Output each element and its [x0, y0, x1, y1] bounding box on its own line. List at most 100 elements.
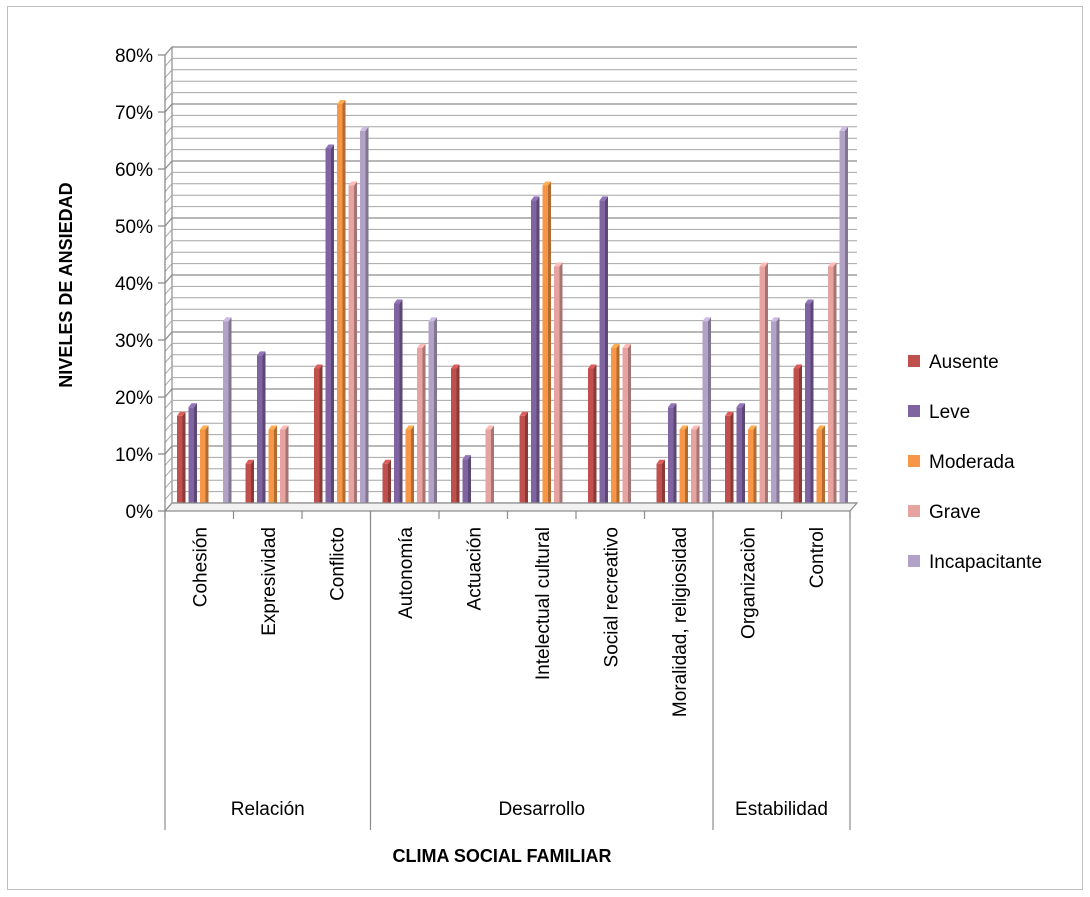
- minor-gridline: [164, 206, 857, 215]
- bar-top-face: [691, 425, 700, 430]
- bar-top-face: [736, 403, 745, 408]
- bar: [679, 425, 688, 511]
- bar: [177, 411, 186, 511]
- bar-top-face: [759, 262, 768, 267]
- y-tick-label: 50%: [115, 217, 153, 238]
- bar: [360, 126, 369, 511]
- bar-front-face: [531, 200, 537, 511]
- minor-gridline: [164, 377, 857, 386]
- minor-gridline: [164, 411, 857, 421]
- bar-front-face: [656, 463, 662, 511]
- minor-gridline: [164, 342, 857, 352]
- bar-front-face: [816, 429, 822, 511]
- bar-front-face: [325, 148, 331, 512]
- bar-front-face: [177, 415, 183, 511]
- bar: [451, 364, 460, 511]
- major-gridline: [164, 160, 857, 170]
- bar-front-face: [611, 347, 617, 511]
- bar-side-face: [730, 411, 734, 511]
- bar-front-face: [736, 407, 742, 511]
- bar-side-face: [616, 343, 620, 511]
- bar-side-face: [685, 425, 688, 511]
- bar-side-face: [251, 459, 254, 511]
- bar-top-face: [394, 299, 403, 304]
- bar-side-face: [285, 425, 289, 511]
- bar-front-face: [428, 321, 434, 511]
- legend-item: Grave: [908, 502, 981, 523]
- bar-top-face: [325, 144, 334, 149]
- bar-front-face: [417, 347, 423, 511]
- bar-top-face: [200, 425, 209, 430]
- legend-swatch: [908, 555, 920, 567]
- minor-gridline: [164, 69, 857, 79]
- legend-item: Moderada: [908, 452, 1015, 473]
- bars: [177, 100, 848, 512]
- minor-gridline: [164, 240, 857, 250]
- y-tick-label: 40%: [115, 274, 153, 295]
- bar: [702, 317, 711, 511]
- minor-gridline: [164, 137, 857, 147]
- bar: [805, 299, 814, 511]
- bar-front-face: [588, 368, 594, 511]
- bar-front-face: [451, 368, 457, 511]
- x-group-label: Desarrollo: [498, 799, 585, 820]
- x-category-label: Expresividad: [259, 527, 280, 636]
- bar-side-face: [182, 411, 186, 511]
- bar-side-face: [593, 364, 597, 511]
- bar-top-face: [223, 317, 232, 322]
- bar: [394, 299, 403, 511]
- bar-front-face: [805, 303, 811, 511]
- bar-front-face: [748, 429, 754, 511]
- bar-side-face: [776, 317, 780, 511]
- minor-gridline: [164, 228, 857, 238]
- bar-front-face: [382, 463, 388, 511]
- bar: [325, 144, 334, 512]
- bar-top-face: [280, 425, 289, 430]
- bar-front-face: [668, 407, 674, 511]
- y-tick-label: 70%: [115, 103, 153, 124]
- bar: [405, 425, 414, 511]
- bar: [793, 364, 802, 511]
- bar-top-face: [360, 126, 369, 131]
- bar-top-face: [748, 425, 757, 430]
- x-group-label: Estabilidad: [735, 799, 828, 820]
- bar: [759, 262, 768, 511]
- y-axis-title: NIVELES DE ANSIEDAD: [56, 182, 76, 387]
- bar-side-face: [399, 299, 403, 511]
- minor-gridline: [164, 171, 857, 181]
- bar-side-face: [673, 403, 677, 511]
- minor-gridline: [164, 114, 857, 124]
- bar-front-face: [257, 355, 263, 511]
- bar-top-face: [531, 196, 540, 201]
- bar-front-face: [691, 429, 697, 511]
- bar-side-face: [753, 425, 757, 511]
- bar-side-face: [262, 351, 266, 511]
- bar-front-face: [245, 463, 251, 511]
- bar-top-face: [348, 181, 357, 186]
- y-tick-label: 60%: [115, 160, 153, 181]
- x-category-label: Intelectual cultural: [533, 527, 554, 680]
- bar: [485, 425, 494, 511]
- minor-gridline: [164, 126, 857, 136]
- bar: [828, 262, 837, 511]
- bar-front-face: [405, 429, 411, 511]
- bar-side-face: [194, 403, 197, 511]
- minor-gridline: [164, 92, 857, 101]
- minor-gridline: [164, 183, 857, 193]
- bar-top-face: [451, 364, 460, 369]
- bar-side-face: [354, 181, 357, 511]
- bar-top-face: [839, 126, 848, 131]
- bar-top-face: [554, 262, 563, 267]
- x-group-labels: Relación Desarrollo Estabilidad: [231, 799, 828, 820]
- legend-label: Leve: [929, 402, 970, 423]
- x-category-label: Organizaciòn: [738, 527, 759, 639]
- major-gridline: [164, 388, 857, 398]
- floor: [163, 502, 859, 512]
- bar-front-face: [348, 185, 354, 511]
- minor-gridline: [164, 263, 857, 272]
- bar: [245, 459, 254, 511]
- bar: [771, 317, 780, 511]
- bar: [337, 100, 346, 512]
- bar-front-face: [542, 185, 548, 511]
- bar: [200, 425, 209, 511]
